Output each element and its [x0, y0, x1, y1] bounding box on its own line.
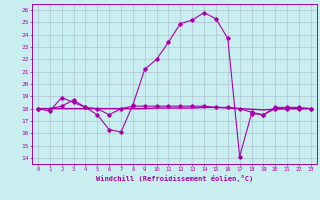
- X-axis label: Windchill (Refroidissement éolien,°C): Windchill (Refroidissement éolien,°C): [96, 175, 253, 182]
